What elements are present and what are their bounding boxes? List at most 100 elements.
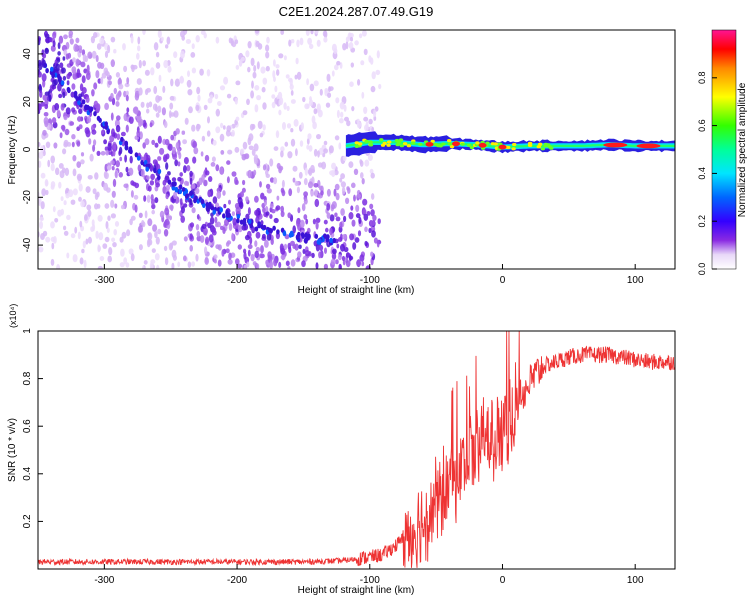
heatmap-cell (324, 88, 329, 93)
heatmap-cell (133, 106, 139, 115)
heatmap-cell (250, 90, 255, 99)
bottom-x-tick-label: -200 (227, 575, 247, 586)
heatmap-cell (95, 230, 99, 239)
carrier-speckle (430, 139, 435, 143)
heatmap-cell (227, 259, 233, 265)
heatmap-cell (259, 132, 264, 138)
heatmap-cell (67, 52, 72, 59)
heatmap-cell (280, 210, 285, 218)
heatmap-cell (134, 204, 138, 213)
heatmap-cell (199, 235, 205, 243)
trace-point (304, 238, 308, 244)
heatmap-cell (283, 55, 287, 61)
heatmap-cell (370, 85, 376, 93)
heatmap-cell (138, 59, 142, 69)
heatmap-cell (94, 172, 99, 180)
heatmap-cell (130, 253, 135, 262)
carrier-speckle (402, 142, 408, 146)
heatmap-cell (242, 141, 248, 150)
carrier-speckle (447, 139, 452, 143)
heatmap-cell (235, 179, 239, 185)
heatmap-cell (59, 62, 64, 69)
top-y-tick-label: 0 (22, 146, 33, 152)
heatmap-cell (226, 240, 232, 245)
heatmap-cell (154, 230, 158, 239)
heatmap-cell (288, 188, 293, 197)
heatmap-cell (275, 64, 280, 69)
heatmap-cell (301, 203, 306, 212)
heatmap-cell (50, 236, 56, 242)
heatmap-cell (335, 97, 340, 104)
heatmap-cell (358, 216, 362, 225)
trace-point (157, 168, 162, 174)
carrier-speckle (460, 142, 465, 146)
heatmap-cell (307, 181, 314, 189)
heatmap-cell (330, 258, 336, 266)
heatmap-cell (39, 221, 43, 229)
heatmap-cell (174, 78, 180, 87)
bottom-y-axis: 0.2 0.4 0.6 0.8 1 (22, 328, 43, 528)
heatmap-cell (108, 80, 112, 86)
heatmap-cell (52, 206, 56, 213)
heatmap-cell (316, 134, 321, 140)
heatmap-cell (275, 205, 281, 211)
heatmap-cell (180, 50, 185, 59)
heatmap-cell (324, 247, 327, 254)
heatmap-cell (355, 213, 361, 219)
heatmap-cell (106, 227, 110, 233)
heatmap-cell (262, 77, 268, 85)
heatmap-cell (217, 259, 222, 267)
carrier-speckle (418, 142, 423, 146)
heatmap-cell (342, 155, 347, 161)
heatmap-cell (173, 110, 179, 118)
heatmap-cell (84, 214, 88, 221)
heatmap-cell (302, 248, 306, 255)
heatmap-cell (155, 112, 160, 118)
heatmap-cell (266, 188, 272, 194)
heatmap-cell (323, 219, 328, 225)
heatmap-cell (112, 242, 117, 248)
heatmap-cell (298, 171, 303, 179)
heatmap-cell (58, 93, 63, 99)
heatmap-cell (298, 244, 302, 249)
heatmap-cell (296, 39, 300, 48)
heatmap-cell (309, 43, 314, 50)
heatmap-cell (278, 165, 284, 171)
heatmap-cell (50, 258, 55, 266)
trace-point (136, 155, 141, 161)
heatmap-cell (206, 130, 211, 137)
heatmap-cell (206, 69, 211, 77)
heatmap-cell (350, 62, 354, 68)
heatmap-cell (296, 71, 302, 80)
trace-point (96, 115, 101, 121)
heatmap-cell (310, 164, 315, 173)
heatmap-cell (45, 189, 49, 196)
heatmap-cell (110, 213, 116, 219)
heatmap-cell (58, 181, 62, 189)
heatmap-cell (165, 44, 169, 49)
heatmap-cell (115, 160, 120, 168)
trace-point (171, 181, 175, 187)
heatmap-cell (378, 83, 382, 90)
trace-point (219, 207, 223, 213)
carrier-peak (425, 142, 434, 147)
heatmap-cell (371, 193, 375, 200)
heatmap-cell (273, 217, 279, 224)
heatmap-cell (52, 79, 57, 87)
heatmap-cell (319, 88, 323, 96)
carrier-speckle (386, 143, 391, 147)
heatmap-cell (335, 192, 340, 201)
trace-point (184, 193, 189, 199)
heatmap-cell (308, 145, 313, 152)
heatmap-cell (359, 254, 365, 262)
top-x-tick-label: 100 (627, 275, 644, 286)
heatmap-cell (304, 103, 310, 110)
heatmap-cell (189, 245, 193, 252)
heatmap-cell (120, 204, 125, 210)
heatmap-cell (317, 150, 320, 158)
heatmap-cell (344, 116, 349, 122)
heatmap-cell (83, 68, 88, 74)
heatmap-cell (334, 212, 338, 218)
heatmap-cell (69, 121, 75, 126)
heatmap-cell (42, 53, 47, 59)
